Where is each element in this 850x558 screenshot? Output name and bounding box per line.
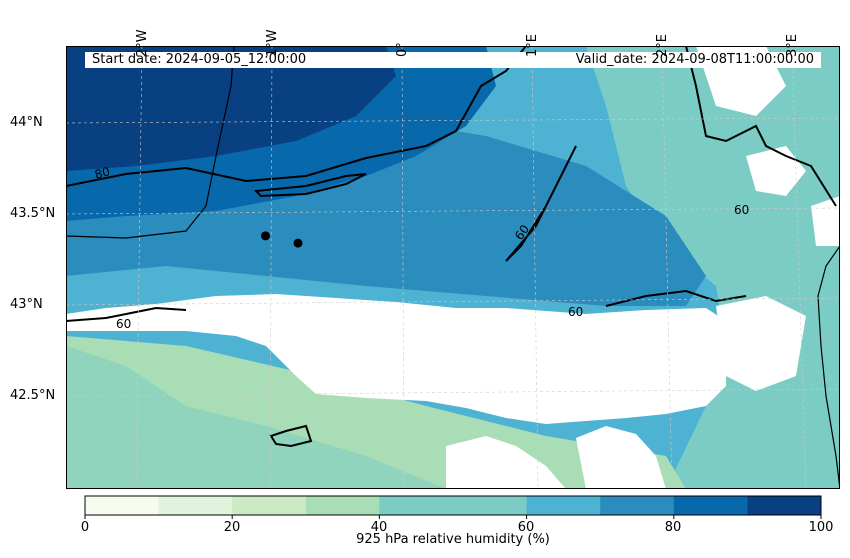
colorbar-frame <box>84 495 822 516</box>
colorbar-tick-60: 60 <box>517 520 535 535</box>
contour-label-60-west: 60 <box>116 317 131 331</box>
station-points <box>261 231 303 248</box>
colorbar-bin <box>232 496 307 515</box>
contour-80-ribbon <box>253 173 367 198</box>
colorbar-bin <box>526 496 601 515</box>
graticule <box>66 46 840 489</box>
start-date: Start date: 2024-09-05_12:00:00 <box>92 52 307 67</box>
colorbar-bin <box>158 496 233 515</box>
colorbar-bin <box>747 496 822 515</box>
colorbar-bin <box>305 496 380 515</box>
contour-label-60-east: 60 <box>568 305 583 319</box>
mask-south-2 <box>576 426 666 489</box>
humidity-map: 80 60 60 60 60 <box>66 46 840 489</box>
colorbar-tick-20: 20 <box>223 520 241 535</box>
lat-label-42-5n: 42.5°N <box>10 388 56 403</box>
coastline <box>66 46 235 239</box>
colorbar-bin <box>453 496 528 515</box>
colorbar-bin <box>85 496 160 515</box>
colorbar-label: 925 hPa relative humidity (%) <box>356 532 550 547</box>
mask-east-3 <box>716 296 806 391</box>
lat-label-44n: 44°N <box>10 115 43 130</box>
station-point <box>293 238 303 248</box>
colorbar-bins <box>85 496 822 515</box>
header-band <box>85 52 821 68</box>
colorbar-tick-40: 40 <box>370 520 388 535</box>
mask-south <box>446 436 566 489</box>
mask-central <box>66 294 726 424</box>
humidity-field-90-100 <box>66 46 396 171</box>
contour-40-south <box>269 424 313 448</box>
station-point <box>261 231 270 241</box>
map-frame <box>66 46 840 489</box>
contour-60-east <box>605 289 747 307</box>
mask-east-4 <box>811 196 840 246</box>
colorbar-bin <box>673 496 748 515</box>
humidity-field-south-2 <box>66 346 446 489</box>
lat-label-43-5n: 43.5°N <box>10 206 56 221</box>
colorbar-bin <box>379 496 454 515</box>
lat-label-43n: 43°N <box>10 297 43 312</box>
colorbar-bin <box>600 496 675 515</box>
colorbar-tick-80: 80 <box>664 520 682 535</box>
border-east <box>817 245 840 489</box>
colorbar-tick-0: 0 <box>80 520 90 535</box>
contour-60-south-edge <box>66 306 187 322</box>
contour-label-60-far-east: 60 <box>734 203 749 217</box>
contour-60-ridge <box>505 145 577 262</box>
contour-label-80: 80 <box>93 164 111 181</box>
contour-80-north <box>66 46 527 187</box>
contour-60-east-2 <box>685 46 837 207</box>
valid-date: Valid_date: 2024-09-08T11:00:00.00 <box>575 52 814 67</box>
colorbar-tick-100: 100 <box>808 520 834 535</box>
map-panel: 80 60 60 60 60 <box>66 46 840 489</box>
colorbar-tick-marks <box>84 515 822 519</box>
